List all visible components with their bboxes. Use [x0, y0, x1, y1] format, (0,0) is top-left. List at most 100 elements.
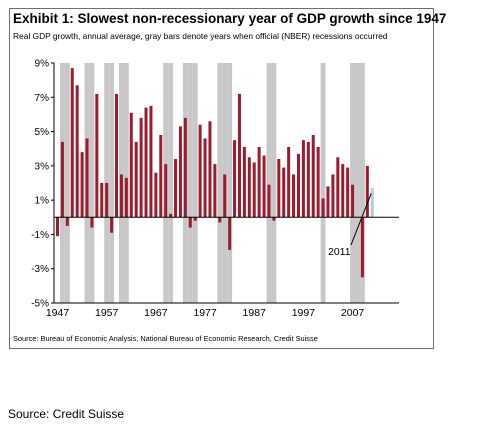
gdp-bar-1973 — [183, 117, 187, 218]
recession-band-2007 — [350, 63, 356, 303]
gdp-bar-2003 — [331, 174, 335, 218]
gdp-bar-1987 — [252, 162, 256, 218]
x-tick-label: 1957 — [95, 307, 119, 319]
gdp-bar-1958 — [110, 217, 114, 233]
gdp-bar-1947 — [56, 217, 59, 237]
y-tick-label: 5% — [35, 127, 50, 138]
gdp-bar-1965 — [144, 107, 148, 218]
gdp-bar-2007 — [351, 184, 355, 218]
chart-frame: Exhibit 1: Slowest non-recessionary year… — [9, 8, 446, 349]
gdp-bar-1982 — [228, 217, 232, 250]
gdp-bar-1994 — [287, 147, 291, 218]
gdp-bar-1979 — [213, 164, 217, 218]
gdp-bar-2004 — [336, 157, 340, 218]
y-tick-label: -1% — [31, 230, 49, 241]
recession-band-2001 — [320, 63, 326, 303]
gdp-bar-1984 — [237, 93, 241, 218]
gdp-bar-1959 — [115, 93, 119, 218]
gdp-bar-1954 — [90, 217, 94, 228]
gdp-bar-1999 — [311, 135, 315, 218]
x-tick-labels: 1947 1957 1967 1977 1987 1997 2007 — [46, 307, 365, 319]
gdp-bar-1974 — [188, 217, 192, 228]
gdp-bar-1955 — [95, 93, 99, 218]
gdp-bar-1972 — [178, 126, 182, 218]
axes-layer — [53, 63, 399, 304]
gdp-bar-1993 — [282, 167, 286, 218]
y-tick-labels: -5% -3% -1% 1% 3% 5% 7% 9% — [31, 59, 54, 310]
recession-band-1980 — [217, 63, 223, 303]
chart-source-note: Source: Bureau of Economic Analysis, Nat… — [13, 334, 318, 343]
x-tick-label: 1947 — [46, 307, 70, 319]
recession-band-1990 — [266, 63, 272, 303]
x-tick-label: 1967 — [144, 307, 168, 319]
recession-band-1974 — [187, 63, 193, 303]
gdp-bar-1981 — [223, 174, 227, 218]
annotation-layer: 2011 — [328, 193, 372, 258]
recession-band-1958 — [109, 63, 115, 303]
gdp-bar-1978 — [208, 121, 212, 218]
gdp-bar-1968 — [159, 135, 163, 218]
recession-band-2008 — [355, 63, 360, 303]
gdp-bar-1961 — [124, 177, 128, 218]
gdp-bar-1971 — [174, 159, 178, 218]
gdp-bar-1964 — [139, 117, 143, 218]
y-tick-label: -3% — [31, 264, 49, 275]
gdp-bar-2006 — [346, 167, 350, 218]
gdp-bar-1956 — [100, 183, 104, 218]
gdp-bar-1997 — [301, 140, 305, 218]
gdp-bar-1995 — [292, 174, 296, 218]
gdp-bar-1975 — [193, 217, 197, 221]
gdp-bar-2000 — [316, 147, 320, 218]
gdp-bar-1950 — [70, 68, 74, 218]
gdp-bar-1967 — [154, 172, 158, 218]
y-tick-label: 7% — [35, 93, 50, 104]
gdp-bar-1991 — [272, 217, 276, 221]
gdp-bar-1998 — [306, 141, 310, 218]
gdp-bar-1953 — [85, 138, 89, 218]
gdp-bar-1957 — [105, 183, 109, 218]
gdp-bar-2011 — [370, 188, 374, 218]
gdp-bar-1976 — [198, 124, 202, 218]
gdp-bar-1990 — [267, 184, 271, 218]
x-tick-label: 2007 — [341, 307, 365, 319]
x-tick-label: 1987 — [243, 307, 267, 319]
gdp-bar-1996 — [296, 153, 300, 218]
annotation-leader-line — [350, 193, 372, 246]
gdp-bar-1949 — [65, 217, 69, 226]
gdp-bar-1966 — [149, 105, 153, 218]
recession-band-2009 — [359, 63, 365, 303]
gdp-bars-layer — [56, 68, 369, 278]
gdp-bar-1951 — [75, 85, 79, 218]
recession-band-1975 — [192, 63, 198, 303]
gdp-bar-1970 — [169, 213, 173, 218]
recession-band-1982 — [227, 63, 233, 303]
x-tick-label: 1997 — [292, 307, 316, 319]
gdp-bar-1986 — [247, 157, 251, 218]
image-source-caption: Source: Credit Suisse — [8, 407, 125, 421]
gdp-bar-1962 — [129, 112, 133, 218]
annotation-label-2011: 2011 — [328, 246, 351, 258]
gdp-bar-2001 — [321, 198, 325, 218]
recession-band-1991 — [271, 63, 277, 303]
gdp-bar-1989 — [262, 155, 266, 218]
recession-band-1954 — [89, 63, 95, 303]
gdp-bar-1960 — [119, 174, 123, 218]
highlight-bars-layer — [370, 188, 374, 218]
gdp-bar-2005 — [341, 164, 345, 218]
gdp-bar-1969 — [164, 164, 168, 218]
gdp-bar-2002 — [326, 186, 330, 218]
gdp-bar-1980 — [218, 217, 222, 223]
y-tick-label: 3% — [35, 161, 50, 172]
y-tick-label: -5% — [31, 299, 49, 310]
gdp-bar-1988 — [257, 147, 261, 218]
chart-title: Exhibit 1: Slowest non-recessionary year… — [13, 11, 447, 26]
gdp-bar-2009 — [360, 217, 364, 278]
gdp-bar-chart: -5% -3% -1% 1% 3% 5% 7% 9% 1947 1957 1967 1977 1987… — [31, 59, 399, 319]
x-tick-label: 1977 — [193, 307, 217, 319]
gdp-bar-2010 — [365, 165, 369, 218]
y-tick-label: 1% — [35, 196, 50, 207]
recession-band-1970 — [168, 63, 174, 303]
gdp-bar-1977 — [203, 138, 207, 218]
gdp-bar-1963 — [134, 141, 138, 218]
y-tick-label: 9% — [35, 59, 50, 70]
